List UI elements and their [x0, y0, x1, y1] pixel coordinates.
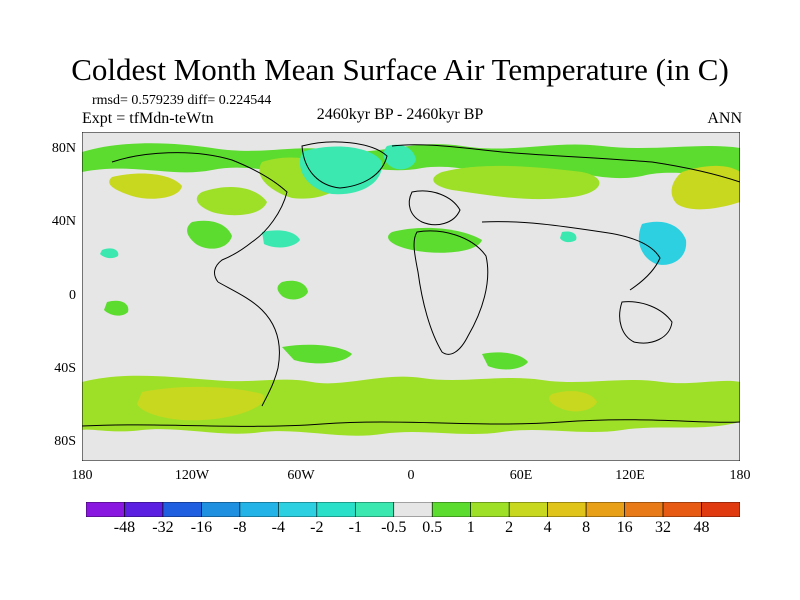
- negative-anomaly-patch: [638, 221, 687, 265]
- colorbar-label: 32: [655, 519, 672, 536]
- positive-anomaly-patch: [109, 173, 182, 199]
- positive-anomaly-patch: [282, 344, 352, 364]
- temperature-map: [82, 132, 740, 461]
- lon-tick-0: 0: [407, 468, 415, 483]
- colorbar-box: [201, 502, 241, 517]
- colorbar-label: 0.5: [422, 519, 443, 536]
- positive-anomaly-patch: [388, 227, 482, 253]
- positive-anomaly-patch: [433, 165, 600, 200]
- colorbar-label: -48: [113, 519, 136, 536]
- lat-tick-80s: 80S: [54, 434, 76, 449]
- colorbar-box: [393, 502, 433, 517]
- positive-anomaly-patch: [137, 386, 264, 421]
- colorbar-box: [86, 502, 125, 517]
- coastlines: [82, 141, 740, 427]
- colorbar-box: [239, 502, 279, 517]
- colorbar-label: 8: [582, 519, 591, 536]
- stats-line: rmsd= 0.579239 diff= 0.224544: [92, 93, 272, 108]
- positive-anomaly-patch: [104, 300, 129, 316]
- colorbar-label: -2: [310, 519, 324, 536]
- positive-anomaly-patch: [196, 187, 267, 216]
- colorbar-box: [470, 502, 510, 517]
- lat-tick-40s: 40S: [54, 361, 76, 376]
- period-label: 2460kyr BP - 2460kyr BP: [316, 106, 484, 123]
- colorbar-box: [316, 502, 356, 517]
- positive-anomaly-patch: [549, 391, 597, 412]
- negative-anomaly-patch: [100, 248, 119, 259]
- colorbar-box: [547, 502, 587, 517]
- lon-tick-60e: 60E: [509, 468, 533, 483]
- lon-tick-120w: 120W: [174, 468, 210, 483]
- season-label: ANN: [707, 110, 742, 127]
- colorbar-label: -8: [233, 519, 247, 536]
- lat-tick-80n: 80N: [51, 141, 76, 156]
- colorbar-label: 16: [616, 519, 633, 536]
- experiment-label: Expt = tfMdn-teWtn: [82, 110, 214, 127]
- colorbar-label: -0.5: [381, 519, 407, 536]
- lon-tick-120e: 120E: [615, 468, 645, 483]
- colorbar-label: 48: [693, 519, 710, 536]
- colorbar-label: -16: [190, 519, 213, 536]
- colorbar-box: [624, 502, 664, 517]
- colorbar-box: [124, 502, 164, 517]
- colorbar-box: [431, 502, 472, 517]
- lon-tick-180w: 180: [71, 468, 93, 483]
- colorbar-box: [662, 502, 702, 517]
- plot-title: Coldest Month Mean Surface Air Temperatu…: [71, 52, 729, 87]
- colorbar: [86, 502, 740, 517]
- positive-anomaly-patch: [482, 352, 528, 370]
- lat-tick-40n: 40N: [51, 214, 76, 229]
- lon-tick-180e: 180: [729, 468, 751, 483]
- negative-anomaly-patch: [383, 144, 416, 170]
- colorbar-box: [162, 502, 202, 517]
- positive-anomaly-patch: [277, 280, 308, 300]
- colorbar-label: -4: [271, 519, 285, 536]
- colorbar-box: [278, 502, 318, 517]
- colorbar-label: -32: [152, 519, 174, 536]
- colorbar-box: [585, 502, 625, 517]
- lat-tick-0: 0: [69, 288, 76, 303]
- colorbar-box: [354, 502, 395, 517]
- negative-anomaly-patch: [262, 230, 300, 248]
- colorbar-label: 1: [466, 519, 475, 536]
- colorbar-box: [508, 502, 548, 517]
- positive-anomaly-patch: [187, 220, 232, 249]
- colorbar-label: 4: [543, 519, 552, 536]
- colorbar-label: 2: [505, 519, 514, 536]
- colorbar-label: -1: [348, 519, 362, 536]
- negative-anomaly-patch: [560, 231, 577, 243]
- negative-anomaly-patch: [299, 146, 383, 195]
- lon-tick-60w: 60W: [287, 468, 315, 483]
- colorbar-box: [701, 502, 740, 517]
